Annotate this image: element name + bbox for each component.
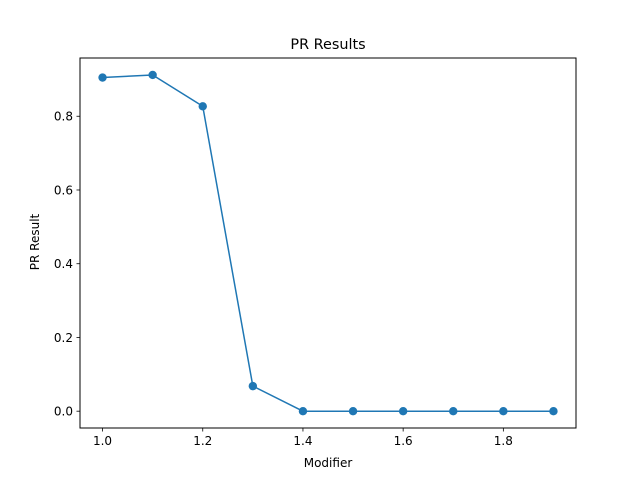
x-tick-label: 1.0 <box>93 434 112 448</box>
y-axis: 0.0 0.2 0.4 0.6 0.8 <box>54 110 80 418</box>
plot-area <box>98 70 558 416</box>
axes-frame <box>79 57 577 429</box>
y-tick-label: 0.2 <box>54 331 73 345</box>
data-point <box>499 406 508 416</box>
data-point <box>248 381 258 391</box>
x-tick-label: 1.2 <box>193 434 212 448</box>
y-tick-label: 0.4 <box>54 257 73 271</box>
y-axis-label: PR Result <box>28 213 42 270</box>
series-line <box>102 74 554 412</box>
data-point <box>148 70 157 80</box>
data-point <box>198 102 207 111</box>
y-tick-label: 0.8 <box>54 110 73 124</box>
chart-title: PR Results <box>290 37 365 53</box>
data-point <box>298 406 308 416</box>
y-tick-label: 0.6 <box>54 183 73 197</box>
data-point <box>549 406 558 416</box>
data-point <box>398 406 408 416</box>
x-tick-label: 1.6 <box>394 434 413 448</box>
x-tick-label: 1.4 <box>293 434 312 448</box>
x-axis-label: Modifier <box>304 456 353 470</box>
y-tick-label: 0.0 <box>54 404 73 418</box>
data-point <box>98 73 107 82</box>
x-tick-label: 1.8 <box>494 434 513 448</box>
data-point <box>348 406 358 416</box>
data-point <box>449 406 458 416</box>
x-axis: 1.0 1.2 1.4 1.6 1.8 <box>93 428 513 448</box>
